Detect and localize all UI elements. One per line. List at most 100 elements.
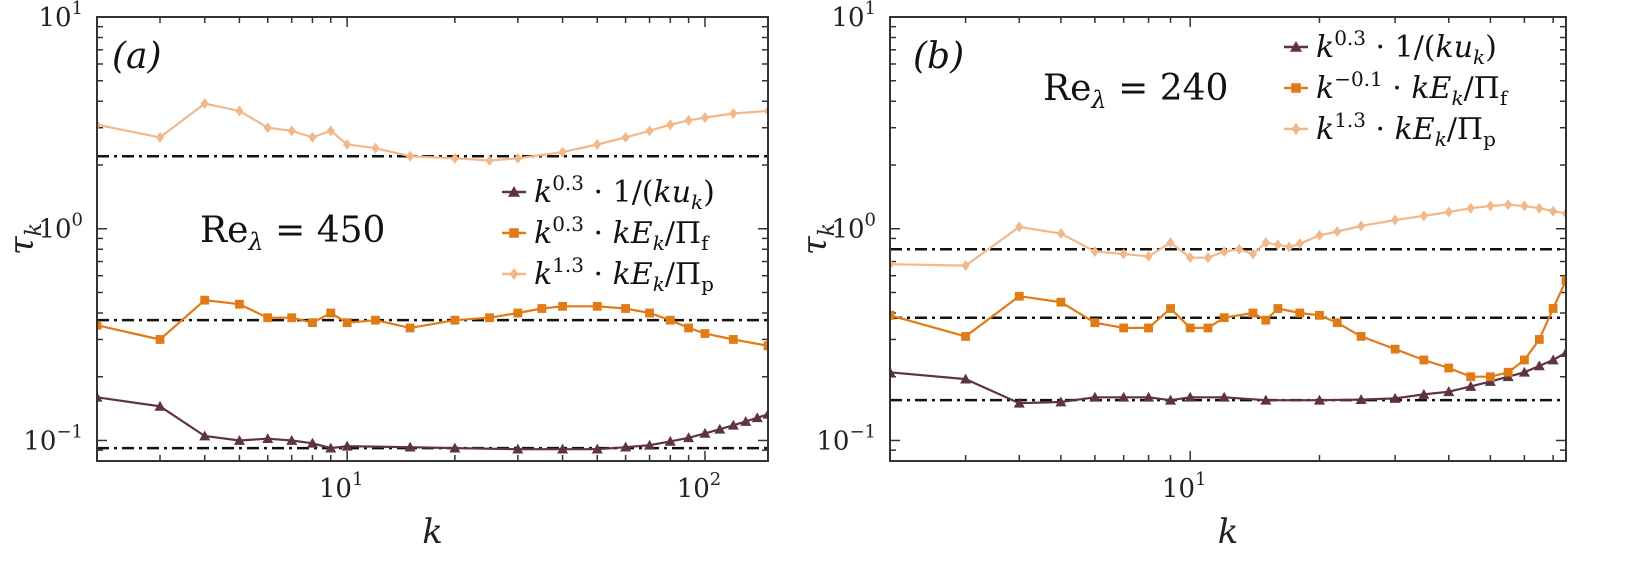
data-point: [1090, 318, 1100, 328]
data-point: [620, 441, 632, 452]
data-point: [1332, 318, 1342, 328]
data-point: [665, 315, 675, 325]
data-point: [343, 138, 352, 150]
data-point: [1504, 199, 1513, 211]
data-point: [1285, 241, 1294, 253]
data-point: [714, 423, 726, 434]
data-point: [699, 427, 711, 438]
data-point: [1273, 304, 1283, 313]
data-point: [728, 335, 738, 344]
legend-entry: k1.3 · kEk/Πp: [1284, 108, 1496, 151]
data-point: [155, 131, 165, 143]
data-point: [405, 323, 415, 333]
data-point: [450, 152, 459, 164]
series-1: [890, 276, 1566, 382]
data-point: [287, 313, 297, 323]
data-point: [684, 323, 694, 333]
plot-frame: [889, 16, 1567, 462]
data-point: [1535, 202, 1544, 214]
data-point: [621, 131, 630, 143]
data-point: [960, 373, 972, 384]
data-point: [1056, 297, 1066, 307]
data-point: [263, 122, 272, 134]
data-point: [1295, 308, 1305, 318]
data-point: [763, 341, 768, 351]
series-0: [97, 391, 768, 454]
data-point: [199, 430, 211, 441]
data-point: [200, 295, 210, 305]
legend-marker: [509, 268, 519, 280]
series-1: [97, 295, 768, 351]
panel-a: 101 102 10−1 100 101 k τk (a) Reλ = 450 k0.3 · 1/…: [2, 0, 769, 552]
data-point: [1486, 200, 1495, 212]
x-tick-label: 101: [1162, 469, 1207, 504]
data-point: [1444, 206, 1453, 218]
data-point: [890, 366, 896, 377]
data-point: [371, 315, 380, 325]
series-line: [890, 279, 1566, 378]
data-point: [326, 125, 335, 137]
data-point: [1465, 380, 1477, 391]
legend-label: k0.3 · 1/(kuk): [534, 171, 715, 214]
data-point: [666, 119, 675, 131]
data-point: [700, 112, 710, 124]
data-point: [306, 437, 318, 448]
data-point: [644, 439, 656, 450]
panel-label: (a): [112, 36, 162, 77]
data-point: [1165, 394, 1177, 405]
data-point: [1203, 252, 1213, 264]
legend-marker: [1291, 83, 1301, 93]
data-point: [1260, 394, 1272, 405]
data-point: [1144, 323, 1153, 333]
data-point: [97, 391, 103, 402]
data-point: [890, 258, 895, 270]
panel-b: 101 10−1 100 101 k τk (b) Reλ = 240 k0.3 · 1/(ku…: [795, 0, 1567, 552]
data-point: [1166, 304, 1175, 313]
data-point: [729, 108, 738, 120]
data-point: [557, 443, 569, 454]
data-point: [1089, 391, 1101, 402]
data-point: [1466, 202, 1475, 214]
data-point: [449, 442, 461, 453]
data-point: [664, 435, 676, 446]
data-point: [1055, 396, 1067, 407]
data-point: [485, 313, 494, 323]
data-point: [1261, 315, 1271, 325]
data-point: [1248, 248, 1258, 260]
data-point: [1560, 347, 1566, 358]
data-point: [450, 315, 460, 325]
data-point: [684, 114, 693, 126]
data-point: [1185, 323, 1195, 333]
data-point: [404, 441, 416, 452]
data-point: [97, 119, 102, 131]
data-point: [1220, 246, 1229, 258]
data-point: [1013, 397, 1025, 408]
data-point: [1443, 386, 1455, 397]
data-point: [1520, 200, 1529, 212]
data-point: [1144, 250, 1153, 262]
data-point: [1466, 372, 1476, 382]
legend-entry: k0.3 · 1/(kuk): [1284, 26, 1497, 69]
data-point: [1219, 313, 1229, 323]
data-point: [1356, 220, 1366, 232]
data-point: [727, 419, 739, 430]
data-point: [961, 260, 970, 272]
y-tick-label: 101: [38, 0, 83, 33]
data-point: [200, 98, 209, 110]
data-point: [683, 432, 695, 443]
data-point: [890, 310, 895, 320]
data-point: [341, 440, 353, 451]
data-point: [1418, 388, 1430, 399]
data-point: [1015, 221, 1024, 233]
data-point: [1549, 205, 1558, 217]
legend-label: k0.3 · 1/(kuk): [1316, 26, 1497, 69]
data-point: [1485, 372, 1495, 382]
data-point: [1419, 210, 1428, 222]
data-point: [233, 434, 245, 445]
data-point: [1203, 323, 1213, 333]
data-point: [342, 318, 352, 328]
data-point: [1014, 291, 1024, 301]
data-point: [263, 313, 273, 323]
